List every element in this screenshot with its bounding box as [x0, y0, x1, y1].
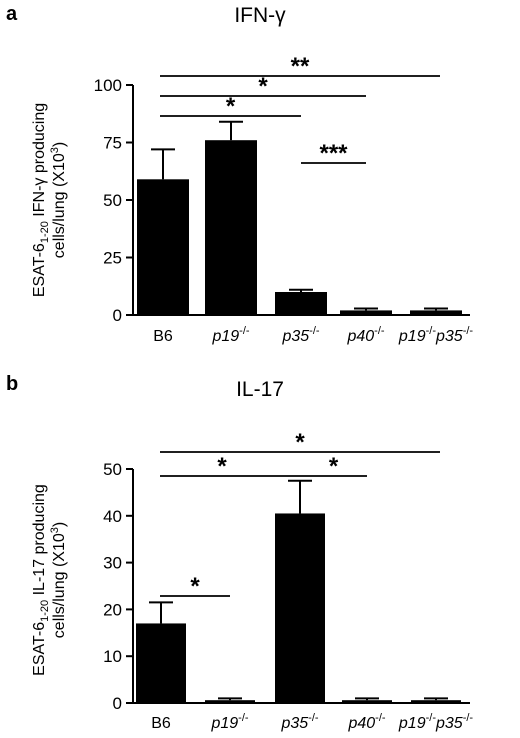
y-axis-label-line1: ESAT-61-20 IL-17 producing	[31, 484, 51, 676]
chart-title: IFN-γ	[234, 4, 286, 27]
significance-label: *	[258, 73, 268, 100]
x-tick-label-part: p19	[210, 715, 238, 732]
x-tick-label-part: -/-	[375, 712, 386, 724]
x-tick-label-part: -/-	[308, 712, 319, 724]
x-tick-label-part: p19	[398, 328, 426, 345]
y-axis-label-subscript: 1-20	[39, 600, 51, 622]
y-tick-label: 0	[113, 694, 122, 713]
bar	[136, 623, 186, 703]
x-tick-label-part: p35	[280, 715, 308, 732]
significance-label: *	[217, 453, 227, 480]
significance-label: *	[190, 573, 200, 600]
y-tick-label: 100	[94, 76, 122, 95]
x-tick-label-part: p40	[347, 715, 375, 732]
x-tick-label-part: p35	[435, 328, 463, 345]
bar	[342, 700, 392, 703]
x-tick-label: p35-/-	[280, 712, 318, 732]
y-axis-label-superscript: 3	[49, 527, 61, 533]
y-tick-label: 10	[103, 647, 122, 666]
y-axis-label-text: cells/lung (X10	[51, 153, 68, 258]
x-tick-label: p40-/-	[347, 712, 385, 732]
bar	[411, 700, 461, 703]
y-axis-label-text: IFN-γ producing	[31, 103, 48, 221]
y-axis-label-line1: ESAT-61-20 IFN-γ producing	[31, 103, 51, 297]
y-tick-label: 75	[103, 134, 122, 153]
y-tick-label: 20	[103, 600, 122, 619]
bar	[205, 140, 257, 315]
significance-label: ***	[319, 140, 348, 167]
x-tick-label: p40-/-	[346, 325, 384, 345]
bar	[410, 310, 462, 315]
x-tick-label-part: -/-	[239, 325, 250, 337]
x-tick-label: p19-/-	[211, 325, 249, 345]
bar	[205, 700, 255, 703]
x-tick-label: p35-/-	[281, 325, 319, 345]
x-tick-label-part: -/-	[309, 325, 320, 337]
significance-label: *	[226, 93, 236, 120]
y-tick-label: 30	[103, 554, 122, 573]
y-tick-label: 0	[113, 306, 122, 325]
y-axis-label-text: )	[51, 522, 68, 527]
y-axis-label-text: ESAT-6	[31, 622, 48, 676]
panel-letter: a	[6, 3, 18, 25]
x-tick-label-part: p35	[435, 715, 463, 732]
y-axis-label-text: ESAT-6	[31, 243, 48, 297]
y-axis-label-text: IL-17 producing	[31, 484, 48, 600]
panel-a: a IFN-γ ESAT-61-20 IFN-γ producing cells/lu…	[6, 3, 473, 345]
significance-label: **	[291, 53, 310, 80]
bar	[340, 310, 392, 315]
x-tick-label-part: p19	[398, 715, 426, 732]
y-tick-label: 50	[103, 460, 122, 479]
y-tick-label: 50	[103, 191, 122, 210]
x-tick-label-part: B6	[153, 328, 173, 345]
x-tick-label: p19-/-	[210, 712, 248, 732]
x-tick-label-part: p35	[281, 328, 309, 345]
y-tick-label: 40	[103, 507, 122, 526]
y-axis-label-line2: cells/lung (X103)	[49, 142, 68, 258]
x-tick-label-part: p40	[346, 328, 374, 345]
chart-title: IL-17	[236, 378, 284, 401]
x-tick-label-part: -/-	[374, 325, 385, 337]
bar	[275, 292, 327, 315]
bar	[275, 513, 325, 703]
x-tick-label-part: -/-	[463, 712, 474, 724]
panel-b: b IL-17 ESAT-61-20 IL-17 producing cells/lu…	[6, 373, 473, 732]
x-tick-label-part: -/-	[426, 712, 437, 724]
x-tick-label: B6	[153, 328, 173, 345]
bar	[137, 179, 189, 315]
x-tick-label: p19-/-p35-/-	[398, 712, 474, 732]
x-tick-label-part: -/-	[463, 325, 474, 337]
y-axis-label-text: cells/lung (X10	[51, 533, 68, 638]
x-tick-label-part: -/-	[238, 712, 249, 724]
panel-letter: b	[6, 373, 18, 395]
x-tick-label-part: p19	[211, 328, 239, 345]
y-axis-label-text: )	[51, 142, 68, 147]
significance-label: *	[295, 429, 305, 456]
significance-label: *	[329, 453, 339, 480]
x-tick-label-part: -/-	[426, 325, 437, 337]
x-tick-label: B6	[151, 715, 171, 732]
y-axis-label-superscript: 3	[49, 147, 61, 153]
y-axis-label-subscript: 1-20	[39, 221, 51, 243]
y-axis-label-line2: cells/lung (X103)	[49, 522, 68, 638]
x-tick-label-part: B6	[151, 715, 171, 732]
y-tick-label: 25	[103, 249, 122, 268]
x-tick-label: p19-/-p35-/-	[398, 325, 474, 345]
